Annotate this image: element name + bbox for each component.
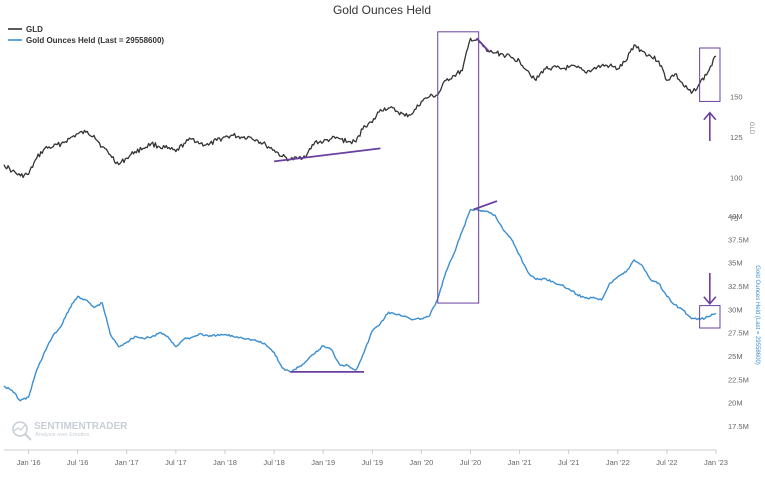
annotations: [273, 31, 721, 373]
x-tick-label: Jan '19: [311, 458, 335, 467]
annotation-box-2020: [437, 31, 480, 304]
ounces-y-tick-label: 20M: [728, 399, 743, 408]
x-tick-label: Jan '21: [508, 458, 532, 467]
annotation-arrow-up-head-icon: [703, 111, 717, 121]
gld-y-tick-label: 150: [730, 93, 743, 102]
gld-y-tick-label: 100: [730, 174, 743, 183]
x-tick-label: Jan '16: [17, 458, 41, 467]
x-tick-label: Jan '20: [409, 458, 433, 467]
x-tick-label: Jan '23: [704, 458, 728, 467]
ounces-y-axis: 17.5M 20M 22.5M 25M 27.5M 30M 32.5M 35M 37.5M 40M: [728, 212, 749, 431]
ounces-series-line: [3, 208, 717, 402]
ounces-y-tick-label: 17.5M: [728, 422, 749, 431]
annotation-trendline-lower-peak: [473, 200, 498, 211]
annotation-trendline-upper-support: [273, 147, 381, 163]
legend-label-gld[interactable]: GLD: [26, 25, 43, 34]
ounces-y-tick-label: 40M: [728, 212, 743, 221]
ounces-y-tick-label: 27.5M: [728, 329, 749, 338]
ounces-y-tick-label: 35M: [728, 259, 743, 268]
ounces-y-tick-label: 25M: [728, 352, 743, 361]
ounces-y-tick-label: 37.5M: [728, 235, 749, 244]
ounces-y-tick-label: 30M: [728, 305, 743, 314]
watermark: SENTIMENTRADER Analysis over Emotion: [12, 421, 128, 441]
x-tick-label: Jan '22: [606, 458, 630, 467]
x-axis-ticks: Jan '16 Jul '16 Jan '17 Jul '17 Jan '18 Jul '…: [17, 450, 728, 467]
annotation-box-lower-right: [699, 305, 721, 329]
annotation-trendline-upper-peak: [476, 37, 490, 52]
gld-y-axis: 75 100 125 150: [730, 93, 743, 223]
ounces-y-tick-label: 32.5M: [728, 282, 749, 291]
legend: GLD Gold Ounces Held (Last = 29558600): [8, 25, 164, 45]
watermark-main: SENTIMENTRADER: [34, 421, 128, 432]
x-tick-label: Jul '20: [460, 458, 481, 467]
gld-y-tick-label: 125: [730, 133, 743, 142]
x-tick-label: Jan '18: [213, 458, 237, 467]
ounces-y-tick-label: 22.5M: [728, 375, 749, 384]
annotation-arrow-down-head-icon: [703, 296, 717, 305]
gld-axis-title: GLD: [748, 122, 754, 135]
x-tick-label: Jul '18: [263, 458, 284, 467]
x-tick-label: Jul '17: [165, 458, 186, 467]
x-tick-label: Jul '19: [362, 458, 383, 467]
x-tick-label: Jul '21: [558, 458, 579, 467]
ounces-axis-title: Gold Ounces Held (Last = 29558600): [754, 265, 760, 365]
watermark-sub: Analysis over Emotion: [35, 432, 89, 438]
chart-title: Gold Ounces Held: [333, 3, 431, 17]
x-tick-label: Jul '16: [67, 458, 88, 467]
x-tick-label: Jul '22: [656, 458, 677, 467]
gld-series-line: [3, 37, 717, 179]
annotation-box-upper-right: [699, 47, 721, 102]
watermark-logo-icon: [12, 421, 32, 441]
legend-label-ounces[interactable]: Gold Ounces Held (Last = 29558600): [26, 36, 164, 45]
gld-y-tick-label: 75: [730, 214, 738, 223]
x-tick-label: Jan '17: [115, 458, 139, 467]
